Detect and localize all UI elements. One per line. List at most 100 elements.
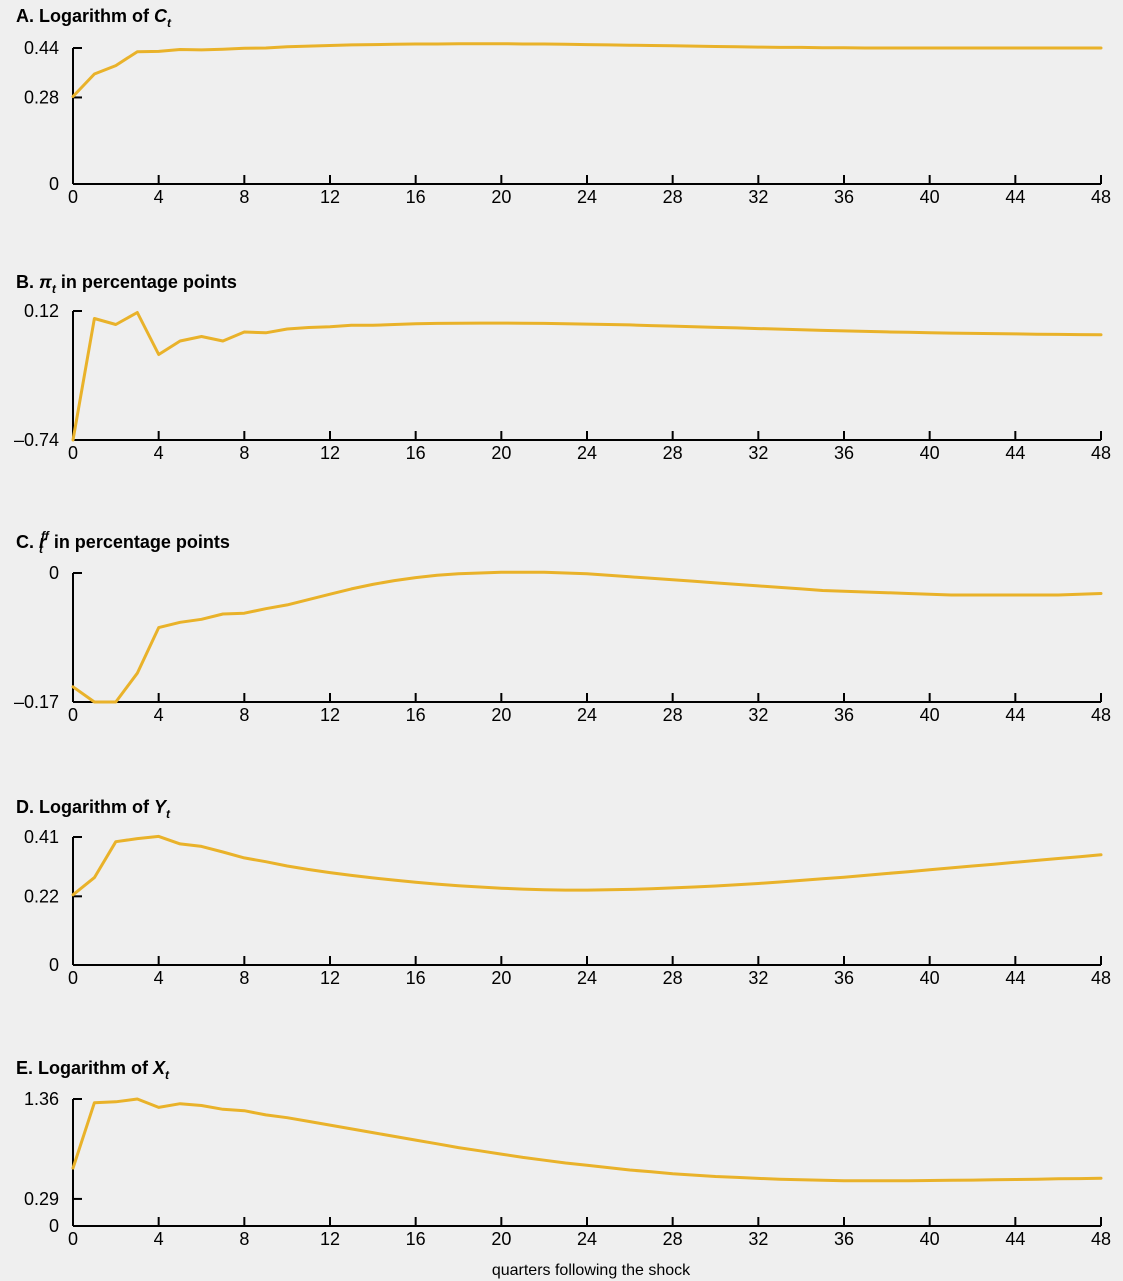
panel-c-x-tick-label: 20 <box>491 705 511 725</box>
panel-a-x-tick-label: 36 <box>834 187 854 207</box>
panel-b-x-tick-label: 8 <box>239 443 249 463</box>
panel-b-title: B. πt in percentage points <box>16 272 237 296</box>
panel-d-x-tick-label: 12 <box>320 968 340 988</box>
panel-a-x-tick-label: 44 <box>1005 187 1025 207</box>
panel-e-x-tick-label: 16 <box>406 1229 426 1249</box>
panel-d-x-tick-label: 20 <box>491 968 511 988</box>
panel-a-series-line <box>71 42 1103 98</box>
panel-c-y-tick-label: –0.17 <box>14 692 59 712</box>
panel-d-x-tick-label: 28 <box>663 968 683 988</box>
panel-b-x-tick-label: 40 <box>920 443 940 463</box>
panel-a-x-tick-label: 28 <box>663 187 683 207</box>
panel-d-x-tick-label: 48 <box>1091 968 1111 988</box>
panel-c-x-tick-label: 24 <box>577 705 597 725</box>
panel-b-x-tick-label: 24 <box>577 443 597 463</box>
panel-d-x-tick-label: 36 <box>834 968 854 988</box>
panel-a-y-tick-label: 0.28 <box>24 87 59 107</box>
panel-e-x-tick-label: 24 <box>577 1229 597 1249</box>
panel-b-x-tick-label: 48 <box>1091 443 1111 463</box>
panel-a-x-tick-label: 48 <box>1091 187 1111 207</box>
panel-d-x-tick-label: 8 <box>239 968 249 988</box>
panel-b-y-tick-label: –0.74 <box>14 430 59 450</box>
panel-d-series-line <box>71 834 1103 897</box>
panel-e-x-tick-label: 20 <box>491 1229 511 1249</box>
panel-e-title: E. Logarithm of Xt <box>16 1058 170 1082</box>
panel-c: C. rtff in percentage points 0 4 8 12 16 20 24… <box>14 529 1111 725</box>
panel-c-x-tick-label: 8 <box>239 705 249 725</box>
panel-a-x-tick-label: 32 <box>748 187 768 207</box>
panel-c-x-tick-label: 4 <box>154 705 164 725</box>
panel-c-x-tick-label: 12 <box>320 705 340 725</box>
panel-c-x-tick-label: 28 <box>663 705 683 725</box>
panel-b-x-tick-label: 16 <box>406 443 426 463</box>
panel-c-x-tick-label: 48 <box>1091 705 1111 725</box>
panel-c-x-tick-label: 32 <box>748 705 768 725</box>
panel-d-x-tick-label: 24 <box>577 968 597 988</box>
panel-c-ticks: 0 4 8 12 16 20 24 28 32 36 40 44 48–0.170 <box>14 563 1111 725</box>
panel-c-x-tick-label: 16 <box>406 705 426 725</box>
panel-e-x-tick-label: 44 <box>1005 1229 1025 1249</box>
panel-e-x-tick-label: 12 <box>320 1229 340 1249</box>
panel-c-x-tick-label: 0 <box>68 705 78 725</box>
panel-e-x-tick-label: 28 <box>663 1229 683 1249</box>
panel-e-x-tick-label: 32 <box>748 1229 768 1249</box>
panel-c-x-tick-label: 36 <box>834 705 854 725</box>
panel-a-x-tick-label: 24 <box>577 187 597 207</box>
panel-b-x-tick-label: 28 <box>663 443 683 463</box>
panel-b-x-tick-label: 44 <box>1005 443 1025 463</box>
panel-d-y-tick-label: 0.41 <box>24 827 59 847</box>
panel-e-y-tick-label: 0.29 <box>24 1189 59 1209</box>
panel-b-x-tick-label: 4 <box>154 443 164 463</box>
panel-e-y-tick-label: 1.36 <box>24 1089 59 1109</box>
panel-a: A. Logarithm of Ct 0 4 8 12 16 20 24 28 32 36 40 44… <box>16 6 1111 207</box>
panel-c-title: C. rtff in percentage points <box>16 529 230 556</box>
panel-b-series-line <box>71 311 1103 442</box>
panel-e-x-tick-label: 36 <box>834 1229 854 1249</box>
panel-b-ticks: 0 4 8 12 16 20 24 28 32 36 40 44 48–0.740.12 <box>14 301 1111 463</box>
panel-a-y-tick-label: 0 <box>49 174 59 194</box>
panel-c-series-line <box>71 570 1103 704</box>
panel-e-x-tick-label: 0 <box>68 1229 78 1249</box>
panel-b-x-tick-label: 20 <box>491 443 511 463</box>
panel-a-x-tick-label: 12 <box>320 187 340 207</box>
panel-d-x-tick-label: 0 <box>68 968 78 988</box>
panel-c-x-tick-label: 40 <box>920 705 940 725</box>
panel-a-x-tick-label: 0 <box>68 187 78 207</box>
panel-a-x-tick-label: 20 <box>491 187 511 207</box>
panel-e-x-tick-label: 48 <box>1091 1229 1111 1249</box>
panel-c-y-tick-label: 0 <box>49 563 59 583</box>
panel-a-title: A. Logarithm of Ct <box>16 6 172 30</box>
panel-d: D. Logarithm of Yt 0 4 8 12 16 20 24 28 32 36 40 44… <box>16 797 1111 988</box>
panel-e-y-tick-label: 0 <box>49 1216 59 1236</box>
panel-e-x-tick-label: 40 <box>920 1229 940 1249</box>
panel-d-x-tick-label: 40 <box>920 968 940 988</box>
panel-a-y-tick-label: 0.44 <box>24 38 59 58</box>
panel-a-x-tick-label: 16 <box>406 187 426 207</box>
panel-a-x-tick-label: 4 <box>154 187 164 207</box>
panel-d-x-tick-label: 4 <box>154 968 164 988</box>
panel-a-x-tick-label: 40 <box>920 187 940 207</box>
panel-b-y-tick-label: 0.12 <box>24 301 59 321</box>
panel-c-x-tick-label: 44 <box>1005 705 1025 725</box>
panel-b: B. πt in percentage points 0 4 8 12 16 20 24 28… <box>14 272 1111 463</box>
panel-e-x-tick-label: 4 <box>154 1229 164 1249</box>
panel-d-x-tick-label: 44 <box>1005 968 1025 988</box>
panel-e: E. Logarithm of Xt 0 4 8 12 16 20 24 28 32 36 40 44… <box>16 1058 1111 1249</box>
panel-d-x-tick-label: 16 <box>406 968 426 988</box>
panel-b-x-tick-label: 0 <box>68 443 78 463</box>
panel-e-x-tick-label: 8 <box>239 1229 249 1249</box>
panel-e-series-line <box>71 1097 1103 1183</box>
panel-d-y-tick-label: 0 <box>49 955 59 975</box>
panel-d-title: D. Logarithm of Yt <box>16 797 171 821</box>
panel-b-x-tick-label: 12 <box>320 443 340 463</box>
panel-d-x-tick-label: 32 <box>748 968 768 988</box>
panel-b-x-tick-label: 36 <box>834 443 854 463</box>
x-axis-label: quarters following the shock <box>492 1262 691 1279</box>
panel-b-x-tick-label: 32 <box>748 443 768 463</box>
panel-a-x-tick-label: 8 <box>239 187 249 207</box>
